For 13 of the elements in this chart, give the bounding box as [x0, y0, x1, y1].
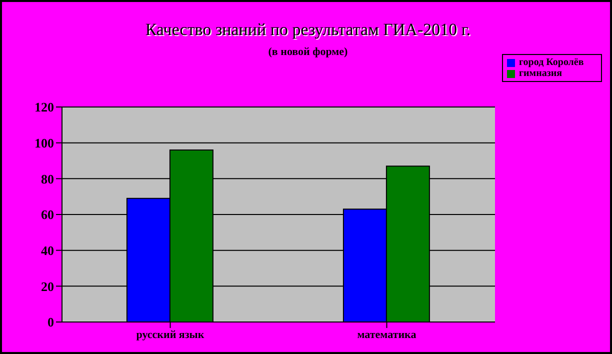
y-tick-label: 20: [41, 278, 54, 294]
y-tick-label: 80: [41, 171, 54, 186]
x-tick-label: русский язык: [136, 328, 205, 341]
legend-label: гимназия: [519, 68, 562, 79]
y-tick-label: 40: [41, 242, 54, 258]
y-tick-label: 0: [48, 314, 54, 330]
chart-subtitle: (в новой форме): [267, 46, 349, 58]
y-tick-label: 60: [41, 207, 54, 222]
y-tick-label: 100: [34, 135, 54, 150]
y-tick-label: 120: [34, 100, 54, 115]
x-tick-label: математика: [357, 328, 417, 341]
chart-title: Качество знаний по результатам ГИА-2010 г.: [144, 20, 472, 40]
legend-label: город Королёв: [519, 57, 584, 68]
